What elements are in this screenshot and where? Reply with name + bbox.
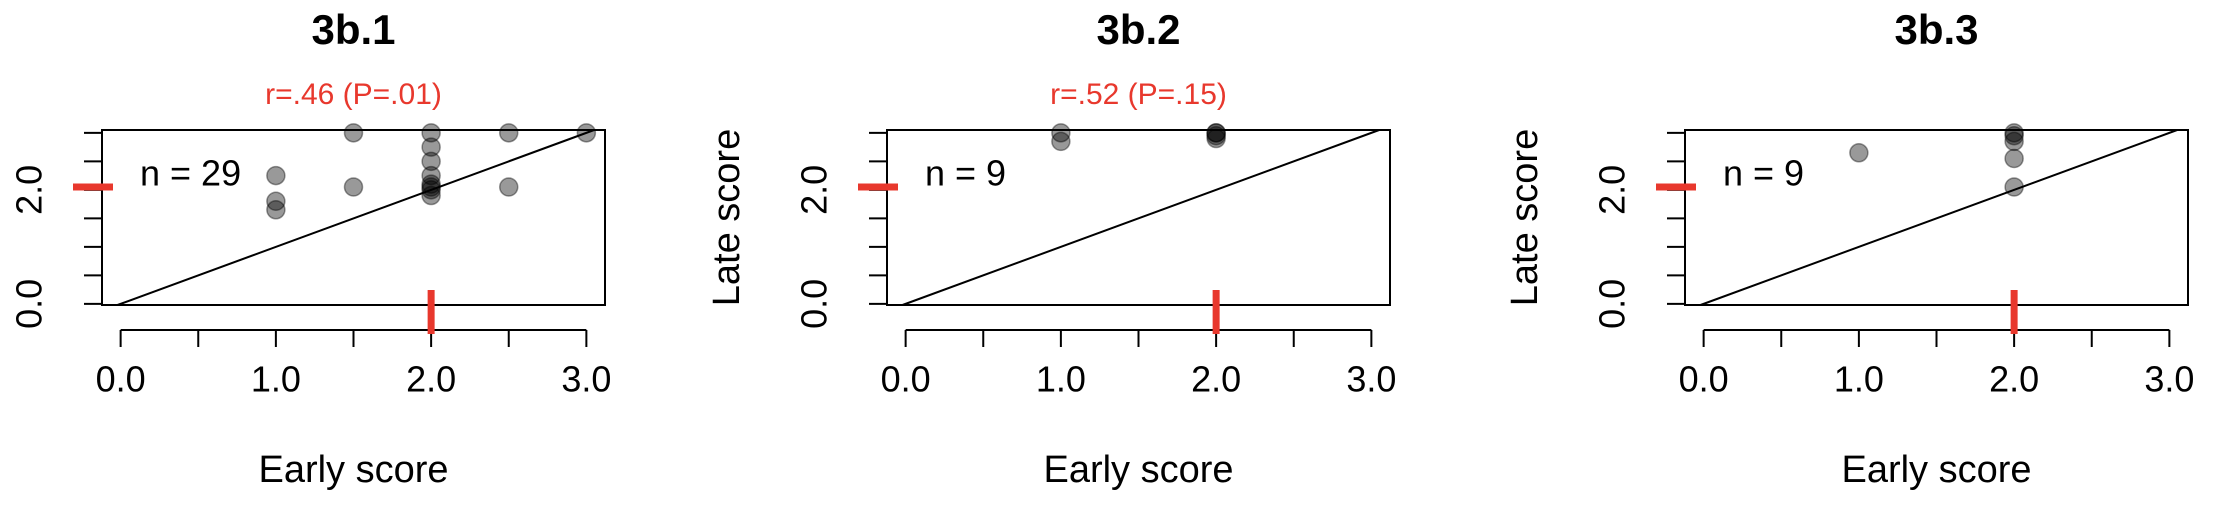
data-point — [266, 200, 286, 220]
data-point — [421, 185, 441, 206]
x-tick-label: 0.0 — [881, 359, 931, 400]
x-tick-label: 3.0 — [2144, 359, 2194, 400]
data-point — [421, 174, 441, 194]
x-tick-label: 3.0 — [1346, 359, 1396, 400]
y-axis-label: Late score — [706, 129, 748, 306]
x-axis-label: Early score — [258, 449, 448, 491]
x-tick-label: 2.0 — [1989, 359, 2039, 400]
y-tick-label: 0.0 — [794, 279, 835, 329]
n-label: n = 9 — [925, 153, 1006, 194]
y-tick-label: 2.0 — [1592, 165, 1633, 215]
data-point — [2004, 123, 2024, 143]
data-point — [1051, 123, 1071, 143]
data-point — [421, 180, 441, 200]
data-point — [421, 177, 441, 197]
correlation-annotation: r=.52 (P=.15) — [1050, 78, 1227, 111]
data-point — [1206, 123, 1226, 143]
x-tick-label: 1.0 — [1834, 359, 1884, 400]
data-point — [421, 151, 441, 172]
x-tick-label: 1.0 — [251, 359, 301, 400]
identity-line — [902, 129, 1380, 306]
data-point — [421, 123, 441, 143]
data-point — [1206, 123, 1226, 143]
chart-title: 3b.2 — [1096, 6, 1180, 53]
x-tick-label: 3.0 — [561, 359, 611, 400]
panel: 3b.2 r=.52 (P=.15) 0.0 2.0 Late score 0.0 1.0 2… — [706, 6, 1396, 491]
y-tick-label: 0.0 — [1592, 279, 1633, 329]
chart-title: 3b.3 — [1894, 6, 1978, 53]
data-point — [343, 123, 364, 143]
x-tick-label: 2.0 — [1191, 359, 1241, 400]
data-point — [1206, 128, 1226, 149]
data-point — [2004, 131, 2024, 152]
data-point — [498, 123, 519, 143]
panel: 3b.1 r=.46 (P=.01) 0.0 2.0 0.0 1.0 2.0 3.0 Early… — [9, 6, 612, 491]
data-point — [343, 177, 364, 197]
data-point — [266, 191, 286, 212]
chart-title: 3b.1 — [311, 6, 395, 53]
identity-line — [117, 129, 595, 306]
n-label: n = 29 — [140, 153, 241, 194]
panel: 3b.3 0.0 2.0 Late score 0.0 1.0 2.0 3.0 Early sc… — [1504, 6, 2194, 491]
y-tick-label: 2.0 — [794, 165, 835, 215]
correlation-annotation: r=.46 (P=.01) — [265, 78, 442, 111]
x-axis-label: Early score — [1841, 449, 2031, 491]
data-point — [266, 165, 286, 186]
identity-line — [1700, 129, 2178, 306]
n-label: n = 9 — [1723, 153, 1804, 194]
y-axis-label: Late score — [1504, 129, 1546, 306]
y-tick-label: 2.0 — [9, 165, 50, 215]
y-tick-label: 0.0 — [9, 279, 50, 329]
x-tick-label: 1.0 — [1036, 359, 1086, 400]
data-point — [421, 165, 441, 186]
data-point — [2004, 148, 2024, 169]
x-tick-label: 0.0 — [1679, 359, 1729, 400]
data-point — [1849, 143, 1869, 163]
data-point — [576, 123, 597, 143]
data-point — [498, 177, 519, 197]
data-point — [1051, 131, 1071, 152]
data-point — [2004, 125, 2024, 146]
data-point — [1206, 125, 1226, 146]
x-tick-label: 2.0 — [406, 359, 456, 400]
data-point — [421, 137, 441, 157]
data-point — [2004, 177, 2024, 197]
x-axis-label: Early score — [1043, 449, 1233, 491]
x-tick-label: 0.0 — [96, 359, 146, 400]
